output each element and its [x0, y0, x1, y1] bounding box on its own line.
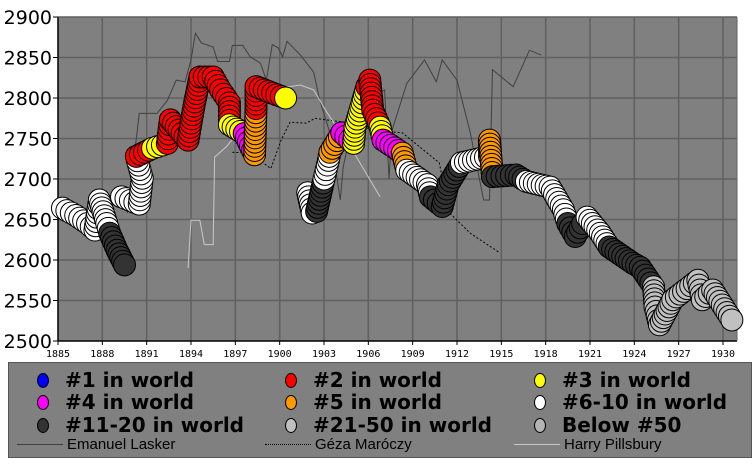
legend: #1 in world #2 in world #3 in world #4 in w… [8, 362, 752, 458]
legend-label: Géza Maróczy [315, 436, 412, 453]
legend-marker-icon [285, 372, 297, 388]
legend-marker-icon [37, 417, 49, 433]
legend-label: Emanuel Lasker [67, 436, 176, 453]
data-point [720, 308, 744, 332]
y-tick-label: 2550 [4, 291, 52, 313]
legend-item: Géza Maróczy [265, 436, 412, 453]
x-tick-label: 1912 [445, 349, 469, 360]
legend-line-icon [17, 444, 63, 445]
line-emanuel-lasker [126, 31, 542, 214]
y-tick-label: 2500 [4, 331, 52, 353]
legend-marker-icon [534, 417, 546, 433]
line-g-za-mar-czy [232, 117, 499, 253]
legend-line-icon [265, 444, 311, 445]
legend-marker-icon [534, 372, 546, 388]
legend-label: #2 in world [313, 368, 442, 392]
legend-label: #3 in world [562, 368, 691, 392]
legend-label: #1 in world [65, 368, 194, 392]
y-tick-label: 2900 [4, 7, 52, 29]
legend-label: #11-20 in world [65, 413, 244, 437]
x-tick-label: 1915 [489, 349, 513, 360]
legend-item: #5 in world [285, 390, 442, 414]
x-tick-label: 1888 [90, 349, 114, 360]
legend-marker-icon [285, 417, 297, 433]
x-tick-label: 1927 [667, 349, 691, 360]
x-tick-label: 1921 [578, 349, 602, 360]
legend-label: #5 in world [313, 390, 442, 414]
data-point [113, 253, 136, 277]
x-tick-label: 1897 [223, 349, 247, 360]
legend-item: #3 in world [534, 368, 691, 392]
legend-marker-icon [285, 394, 297, 410]
x-tick-label: 1930 [711, 349, 735, 360]
y-tick-label: 2650 [4, 210, 52, 232]
x-tick-label: 1909 [401, 349, 425, 360]
x-tick-label: 1900 [268, 349, 292, 360]
legend-marker-icon [37, 394, 49, 410]
legend-label: #4 in world [65, 390, 194, 414]
legend-line-icon [514, 444, 560, 445]
y-tick-label: 2800 [4, 88, 52, 110]
x-tick-label: 1906 [356, 349, 380, 360]
x-tick-label: 1894 [179, 349, 203, 360]
chart-plot: 2500 2550 2600 2650 2700 2750 2800 2850 2900 1885… [4, 7, 744, 360]
legend-label: #21-50 in world [313, 413, 492, 437]
legend-label: Below #50 [562, 413, 682, 437]
legend-marker-icon [534, 394, 546, 410]
legend-item: Emanuel Lasker [17, 436, 175, 453]
legend-marker-icon [37, 372, 49, 388]
y-tick-label: 2700 [4, 169, 52, 191]
y-tick-label: 2750 [4, 129, 52, 151]
legend-item: Below #50 [534, 413, 681, 437]
legend-item: #2 in world [285, 368, 442, 392]
legend-label: Harry Pillsbury [564, 436, 662, 453]
x-tick-label: 1918 [534, 349, 558, 360]
legend-item: #21-50 in world [285, 413, 492, 437]
legend-item: Harry Pillsbury [514, 436, 662, 453]
x-tick-label: 1903 [312, 349, 336, 360]
y-tick-label: 2600 [4, 250, 52, 272]
x-tick-label: 1891 [135, 349, 159, 360]
legend-item: #1 in world [37, 368, 194, 392]
y-tick-label: 2850 [4, 48, 52, 70]
legend-item: #6-10 in world [534, 390, 727, 414]
legend-item: #11-20 in world [37, 413, 244, 437]
x-tick-label: 1885 [46, 349, 70, 360]
legend-label: #6-10 in world [562, 390, 728, 414]
data-point [274, 86, 298, 110]
legend-item: #4 in world [37, 390, 194, 414]
x-tick-label: 1924 [622, 349, 646, 360]
